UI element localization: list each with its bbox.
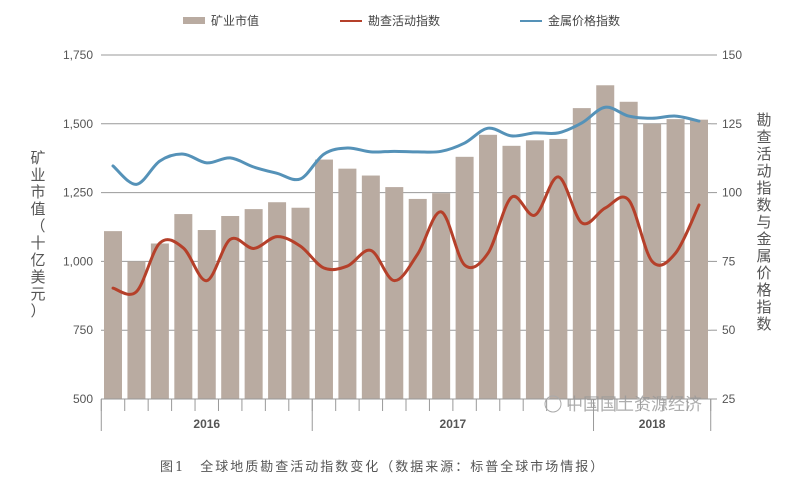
right-axis-title-char: 数: [756, 196, 771, 214]
right-tick-label: 100: [722, 186, 742, 200]
bar-market-value: [455, 156, 474, 399]
right-axis-title-char: 金: [756, 230, 771, 248]
left-axis-title-char: ）: [30, 302, 45, 320]
right-axis-title-char: 查: [756, 128, 771, 146]
left-axis-title-char: 亿: [30, 251, 45, 269]
line-metal-price-index: [111, 105, 701, 186]
legend-label: 金属价格指数: [548, 13, 620, 28]
left-axis-title-char: 业: [30, 166, 45, 184]
left-tick-label: 500: [73, 392, 93, 406]
left-tick-label: 1,000: [63, 254, 93, 268]
right-tick-label: 125: [722, 117, 742, 131]
bar-market-value: [572, 108, 591, 400]
right-axis-title-char: 活: [756, 145, 771, 163]
bar-market-value: [268, 202, 287, 399]
right-tick-label: 75: [722, 254, 736, 268]
right-axis-title-char: 动: [756, 162, 771, 180]
right-axis-title-char: 数: [756, 315, 771, 333]
legend-swatch-market-value: [183, 17, 205, 24]
left-axis-title-char: （: [30, 217, 45, 235]
bar-market-value: [502, 145, 521, 399]
bar-market-value: [361, 175, 380, 399]
right-tick-label: 50: [722, 323, 736, 337]
bar-market-value: [174, 214, 193, 399]
right-tick-label: 150: [722, 48, 742, 62]
left-axis-title-char: 元: [30, 285, 45, 303]
left-tick-label: 1,250: [63, 186, 93, 200]
bar-market-value: [479, 134, 498, 400]
left-axis-title-char: 美: [30, 268, 45, 286]
bar-market-value: [596, 85, 615, 399]
left-tick-label: 1,750: [63, 48, 93, 62]
right-axis-title-char: 属: [756, 247, 771, 265]
right-tick-label: 25: [722, 392, 736, 406]
bar-market-value: [314, 159, 333, 399]
bar-market-value: [104, 231, 122, 399]
left-axis-title-char: 十: [30, 234, 45, 252]
bar-market-value: [525, 140, 544, 399]
bar-market-value: [127, 261, 146, 399]
bar-market-value: [150, 243, 169, 399]
bar-market-value: [690, 119, 708, 399]
bar-market-value: [619, 101, 638, 399]
year-label: 2017: [440, 417, 467, 431]
bar-market-value: [549, 138, 568, 399]
year-label: 2016: [193, 417, 220, 431]
right-axis-title-char: 勘: [756, 111, 771, 129]
left-axis-title-char: 矿: [30, 149, 45, 167]
left-axis-title-char: 市: [30, 183, 45, 201]
bar-market-value: [244, 209, 263, 399]
bar-market-value: [291, 207, 310, 399]
left-tick-label: 1,500: [63, 117, 93, 131]
bar-market-value: [197, 230, 216, 399]
bar-market-value: [221, 215, 240, 399]
watermark: 中国国土资源经济: [566, 395, 702, 415]
bar-market-value: [385, 187, 404, 399]
bar-market-value: [432, 193, 451, 399]
right-axis-title-char: 格: [756, 281, 771, 299]
left-tick-label: 750: [73, 323, 93, 337]
bar-market-value: [666, 119, 685, 400]
year-label: 2018: [639, 417, 666, 431]
bar-market-value: [338, 168, 357, 399]
legend-label: 矿业市值: [211, 13, 259, 28]
right-axis-title-char: 与: [756, 213, 771, 231]
left-axis-title-char: 值: [30, 200, 45, 218]
right-axis-title-char: 指: [756, 298, 771, 316]
right-axis-title-char: 价: [756, 264, 771, 282]
legend-label: 勘查活动指数: [368, 13, 440, 28]
bar-market-value: [408, 198, 427, 399]
right-axis-title-char: 指: [756, 179, 771, 197]
figure-caption: 图1 全球地质勘查活动指数变化（数据来源：标普全球市场情报）: [160, 460, 606, 475]
wechat-icon: [544, 395, 562, 413]
